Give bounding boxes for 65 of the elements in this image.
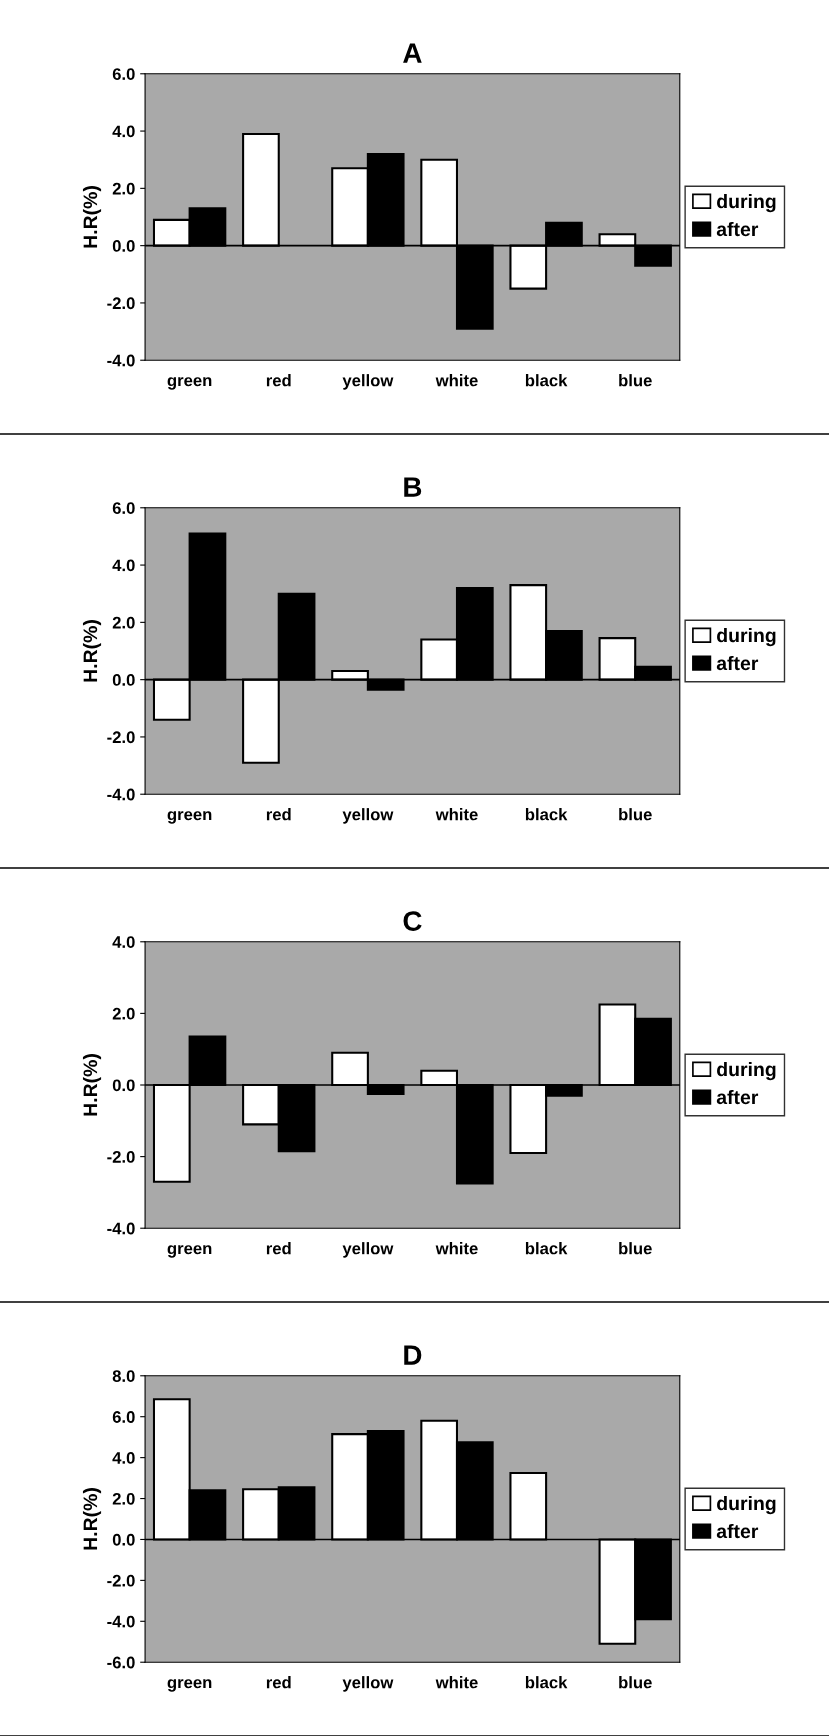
x-tick-label: white [435, 808, 478, 821]
x-tick-label: blue [619, 808, 652, 821]
x-tick-label: green [167, 377, 212, 390]
x-tick-label: yellow [342, 808, 394, 824]
x-tick-label: white [435, 1676, 478, 1689]
y-tick-label: 0.0 [112, 1533, 135, 1546]
x-tick-label: black [525, 1242, 568, 1255]
x-tick-label: white [435, 1242, 478, 1255]
x-tick-label: blue [619, 1676, 652, 1689]
legend-label: during [717, 1061, 776, 1081]
y-tick-label: 4.0 [112, 936, 135, 948]
x-tick-label: blue [619, 374, 652, 387]
x-tick-label: green [167, 811, 212, 824]
y-tick-label: -2.0 [107, 1151, 135, 1163]
x-tick-label: black [525, 374, 568, 387]
x-tick-label: red [266, 808, 291, 821]
y-tick-label: 4.0 [112, 1452, 135, 1464]
y-tick-label: -2.0 [107, 1574, 135, 1587]
y-tick-label: 2.0 [112, 616, 135, 629]
y-tick-label: 6.0 [112, 68, 135, 80]
y-tick-label: 8.0 [112, 1370, 135, 1382]
y-tick-label: 4.0 [112, 559, 135, 572]
x-tick-label: black [525, 808, 568, 821]
chart-title: A [403, 43, 422, 63]
x-tick-label: white [435, 374, 478, 387]
legend-label: after [716, 1089, 759, 1105]
y-tick-label: 0.0 [112, 240, 135, 252]
x-tick-label: yellow [342, 374, 394, 390]
y-tick-label: 6.0 [112, 502, 135, 514]
y-tick-label: -4.0 [107, 1222, 135, 1235]
y-tick-label: 6.0 [112, 1411, 135, 1423]
y-tick-label: -4.0 [107, 354, 135, 367]
y-axis-title: H.R(%) [82, 620, 102, 682]
y-tick-label: 2.0 [112, 1492, 135, 1505]
y-tick-label: -2.0 [107, 297, 135, 310]
chart-title: C [403, 911, 422, 931]
x-tick-label: red [266, 1242, 291, 1255]
chart-title: B [404, 477, 422, 497]
y-tick-label: 0.0 [112, 674, 135, 686]
x-tick-label: red [266, 374, 291, 387]
legend-label: after [716, 655, 759, 671]
y-tick-label: 2.0 [112, 182, 135, 195]
x-tick-label: black [525, 1676, 568, 1689]
legend-label: during [717, 1495, 776, 1515]
x-tick-label: green [167, 1245, 212, 1258]
y-tick-label: 2.0 [112, 1007, 135, 1020]
legend-label: during [717, 193, 776, 213]
y-tick-label: -4.0 [107, 788, 135, 801]
y-axis-title: H.R(%) [82, 1054, 102, 1116]
x-tick-label: red [266, 1676, 291, 1689]
y-tick-label: 4.0 [112, 125, 135, 138]
x-tick-label: yellow [342, 1676, 394, 1692]
y-tick-label: -4.0 [107, 1615, 135, 1628]
x-tick-label: yellow [342, 1242, 394, 1258]
x-tick-label: green [167, 1679, 212, 1692]
y-tick-label: -6.0 [107, 1656, 135, 1669]
x-tick-label: blue [619, 1242, 652, 1255]
y-tick-label: -2.0 [107, 731, 135, 744]
y-axis-title: H.R(%) [82, 1488, 102, 1550]
legend-label: after [716, 1523, 759, 1539]
y-tick-label: 0.0 [112, 1079, 135, 1092]
y-axis-title: H.R(%) [82, 186, 102, 248]
legend-label: during [717, 627, 776, 647]
chart-title: D [404, 1345, 422, 1365]
legend-label: after [716, 221, 759, 237]
